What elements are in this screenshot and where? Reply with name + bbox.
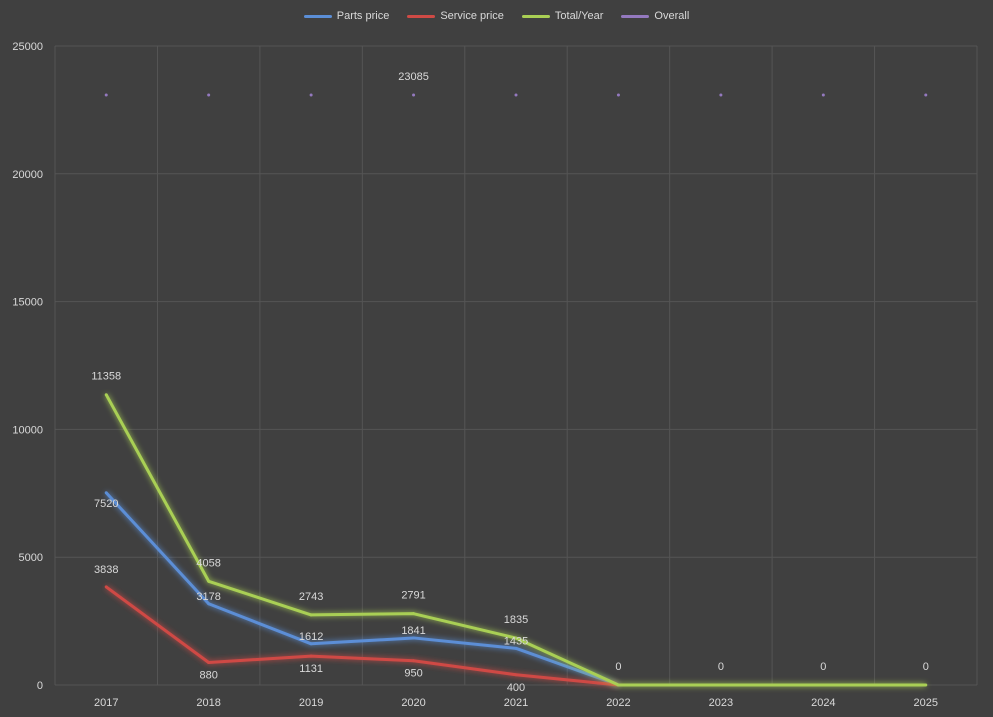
data-label: 950 <box>404 668 422 680</box>
data-label: 880 <box>199 670 217 682</box>
x-tick-label: 2025 <box>914 697 938 709</box>
y-tick-label: 20000 <box>12 169 43 181</box>
data-point <box>616 93 620 97</box>
legend-item[interactable]: Total/Year <box>521 10 604 22</box>
series-line-service-price <box>105 585 619 687</box>
data-point <box>104 93 108 97</box>
data-label: 2791 <box>401 590 425 602</box>
legend-label: Overall <box>654 10 690 22</box>
legend-label: Service price <box>440 10 504 22</box>
data-label: 1612 <box>299 631 323 643</box>
data-label: 1835 <box>504 614 528 626</box>
data-label: 11358 <box>91 371 121 383</box>
x-tick-label: 2023 <box>709 697 733 709</box>
legend-swatch <box>407 14 436 18</box>
x-tick-label: 2021 <box>504 697 528 709</box>
legend-label: Parts price <box>336 10 390 22</box>
legend-swatch <box>303 14 332 18</box>
data-label: 0 <box>718 661 724 673</box>
data-point <box>514 636 518 640</box>
data-label: 0 <box>923 661 929 673</box>
data-point <box>309 93 313 97</box>
x-tick-label: 2020 <box>401 697 425 709</box>
x-tick-label: 2017 <box>94 697 118 709</box>
data-point <box>412 93 416 97</box>
data-point <box>412 659 416 663</box>
data-label: 3838 <box>94 564 118 576</box>
y-tick-label: 10000 <box>12 424 43 436</box>
legend-swatch <box>621 14 650 18</box>
legend-item[interactable]: Parts price <box>303 10 390 22</box>
data-label: 2743 <box>299 591 323 603</box>
data-point <box>207 579 211 583</box>
data-point <box>104 585 108 589</box>
data-point <box>821 683 825 687</box>
data-point <box>924 683 928 687</box>
legend-swatch <box>521 14 550 18</box>
x-tick-label: 2019 <box>299 697 323 709</box>
legend-item[interactable]: Overall <box>621 10 689 22</box>
legend-label: Total/Year <box>554 10 604 22</box>
y-tick-label: 25000 <box>12 41 43 53</box>
data-label: 0 <box>615 661 621 673</box>
data-point <box>821 93 825 97</box>
data-point <box>207 93 211 97</box>
data-point <box>104 491 108 495</box>
data-point <box>719 683 723 687</box>
data-point <box>412 612 416 616</box>
x-tick-label: 2024 <box>811 697 835 709</box>
data-label: 1131 <box>299 663 323 675</box>
data-point <box>309 654 313 658</box>
data-point <box>309 642 313 646</box>
data-label: 4058 <box>196 557 220 569</box>
y-tick-label: 15000 <box>12 297 43 309</box>
x-tick-label: 2018 <box>196 697 220 709</box>
data-point <box>207 602 211 606</box>
data-point <box>412 636 416 640</box>
data-point <box>309 613 313 617</box>
data-label: 1841 <box>401 625 425 637</box>
data-label: 23085 <box>398 71 429 83</box>
x-tick-label: 2022 <box>606 697 630 709</box>
y-tick-label: 0 <box>37 680 43 692</box>
data-point <box>719 93 723 97</box>
data-point <box>207 661 211 665</box>
data-point <box>616 683 620 687</box>
data-point <box>104 393 108 397</box>
data-point <box>514 673 518 677</box>
series-line-parts-price <box>105 491 619 687</box>
data-label: 7520 <box>94 498 118 510</box>
data-label: 0 <box>820 661 826 673</box>
y-tick-label: 5000 <box>19 552 43 564</box>
data-label: 1435 <box>504 635 528 647</box>
data-point <box>514 93 518 97</box>
data-point <box>514 646 518 650</box>
legend-item[interactable]: Service price <box>407 10 504 22</box>
data-label: 3178 <box>196 591 220 603</box>
legend: Parts price Service price Total/Year Overal… <box>0 10 993 22</box>
data-label: 400 <box>507 682 525 694</box>
data-point <box>924 93 928 97</box>
